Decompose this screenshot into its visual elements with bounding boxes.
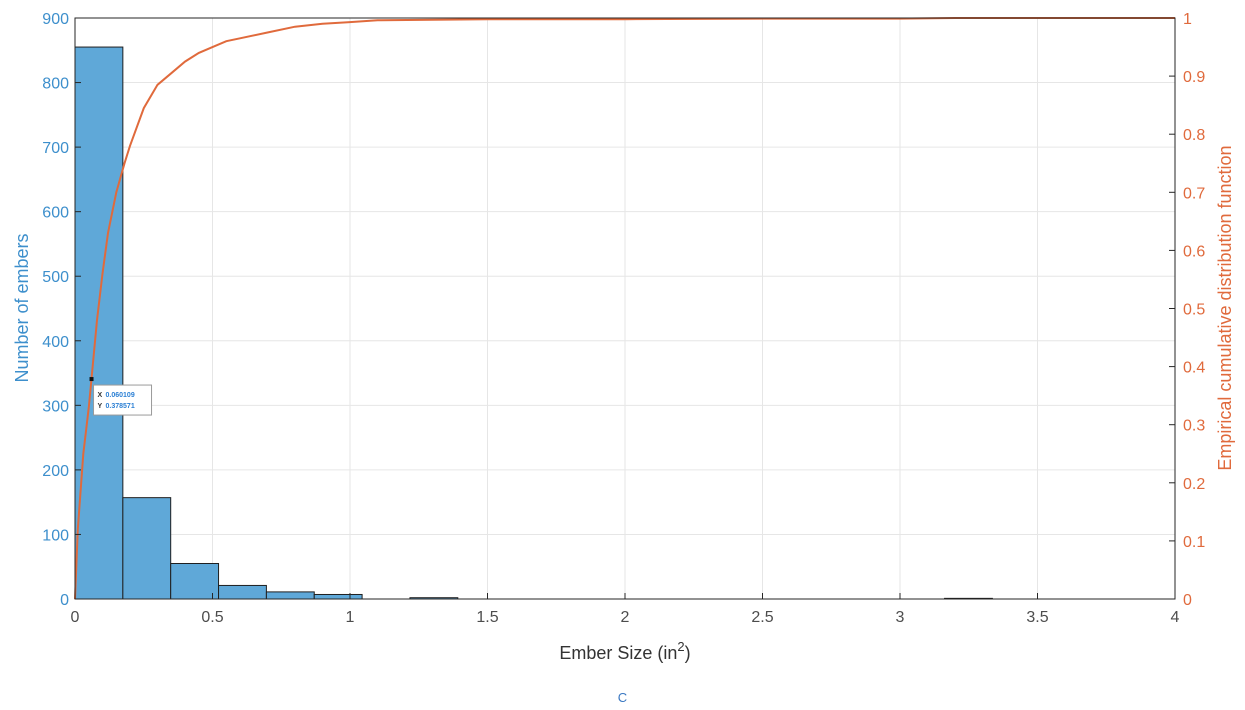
cdf-series bbox=[74, 17, 1175, 600]
histogram-bar bbox=[122, 497, 172, 600]
y-left-tick-label: 700 bbox=[42, 140, 69, 157]
x-axis-label-suffix: ) bbox=[685, 643, 691, 663]
data-tip-marker bbox=[89, 377, 94, 382]
data-tip-x-label: X bbox=[98, 392, 103, 399]
y-right-tick-label: 0.4 bbox=[1183, 360, 1205, 377]
data-tip-box bbox=[93, 384, 153, 416]
y-left-tick-label: 800 bbox=[42, 76, 69, 93]
data-tip-y-label: Y bbox=[98, 403, 103, 410]
y-left-tick-label: 300 bbox=[42, 398, 69, 415]
x-tick-label: 4 bbox=[1171, 609, 1180, 626]
x-tick-label: 1.5 bbox=[476, 609, 498, 626]
histogram-bars bbox=[74, 46, 993, 600]
histogram-bar bbox=[265, 591, 315, 600]
x-tick-label: 0 bbox=[71, 609, 80, 626]
x-axis-label-prefix: Ember Size (in bbox=[559, 643, 677, 663]
data-tip-x-value: 0.060109 bbox=[106, 392, 135, 399]
y-left-axis-label: Number of embers bbox=[12, 233, 32, 382]
cdf-line bbox=[74, 17, 1175, 600]
figure-caption: C bbox=[617, 690, 628, 705]
x-tick-label: 3.5 bbox=[1026, 609, 1048, 626]
y-left-axis-ticks: 0 100 200 300 400 500 600 700 800 900 bbox=[42, 11, 81, 609]
y-right-tick-label: 0.5 bbox=[1183, 302, 1205, 319]
grid-lines bbox=[74, 17, 1176, 600]
y-right-tick-label: 0.3 bbox=[1183, 418, 1205, 435]
y-left-tick-label: 900 bbox=[42, 11, 69, 28]
y-left-tick-label: 100 bbox=[42, 527, 69, 544]
y-left-tick-label: 0 bbox=[60, 592, 69, 609]
y-right-tick-label: 0.8 bbox=[1183, 127, 1205, 144]
y-left-tick-label: 600 bbox=[42, 205, 69, 222]
x-axis-ticks: 0 0.5 1 1.5 2 2.5 3 3.5 4 bbox=[71, 593, 1180, 626]
x-tick-label: 2.5 bbox=[751, 609, 773, 626]
y-right-tick-label: 0.9 bbox=[1183, 69, 1205, 86]
y-right-tick-label: 1 bbox=[1183, 11, 1192, 28]
y-right-axis-label: Empirical cumulative distribution functi… bbox=[1215, 145, 1235, 470]
y-left-tick-label: 200 bbox=[42, 463, 69, 480]
x-tick-label: 3 bbox=[896, 609, 905, 626]
y-right-tick-label: 0.1 bbox=[1183, 534, 1205, 551]
y-left-tick-label: 500 bbox=[42, 269, 69, 286]
x-axis-label-superscript: 2 bbox=[677, 639, 684, 654]
y-right-tick-label: 0.7 bbox=[1183, 185, 1205, 202]
x-tick-label: 0.5 bbox=[201, 609, 223, 626]
histogram-bar bbox=[74, 46, 124, 600]
y-right-axis-ticks: 0 0.1 0.2 0.3 0.4 0.5 0.6 0.7 0.8 0.9 1 bbox=[1169, 11, 1205, 609]
histogram-bar bbox=[170, 562, 220, 600]
histogram-bar bbox=[218, 584, 267, 600]
x-axis-label: Ember Size (in2) bbox=[559, 639, 690, 663]
y-right-tick-label: 0.2 bbox=[1183, 476, 1205, 493]
y-right-tick-label: 0.6 bbox=[1183, 243, 1205, 260]
y-left-tick-label: 400 bbox=[42, 334, 69, 351]
chart-svg: 0 0.5 1 1.5 2 2.5 3 3.5 4 0 100 200 300 400 500 600 700… bbox=[12, 11, 1235, 663]
data-tip-y-value: 0.378571 bbox=[106, 403, 135, 410]
x-tick-label: 2 bbox=[621, 609, 630, 626]
y-right-tick-label: 0 bbox=[1183, 592, 1192, 609]
histogram-bar bbox=[313, 593, 363, 600]
x-tick-label: 1 bbox=[346, 609, 355, 626]
